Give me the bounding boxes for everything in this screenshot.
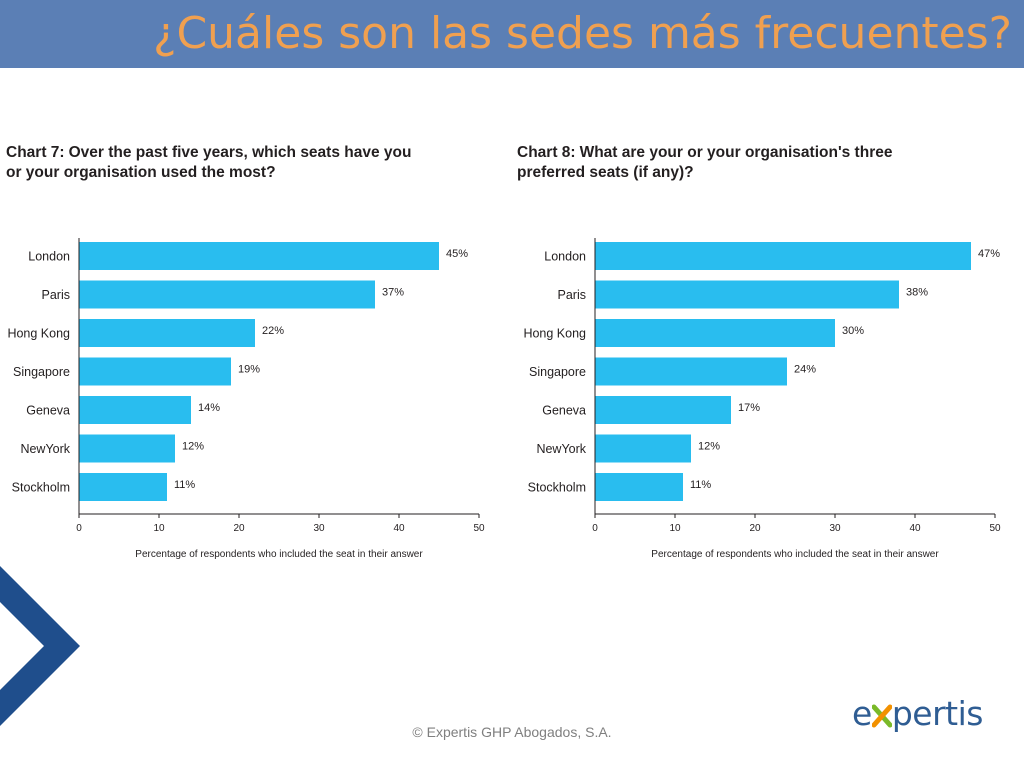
chart-8: London 47% Paris 38% Hong Kong 30% Singapore 24… [523,238,1001,560]
chart-7-bar [79,357,231,386]
chart-7-heading: Chart 7: Over the past five years, which … [6,143,426,183]
chart-8-bar [595,357,787,386]
chart-8-title: What are your or your organisation's thr… [517,144,893,181]
chart-8-tick-label: 30 [829,523,841,534]
chart-8-tick-label: 20 [749,523,761,534]
logo-text-prefix: e [852,694,872,733]
chart-7-tick-label: 40 [393,523,405,534]
chart-7-title: Over the past five years, which seats ha… [6,144,412,181]
chart-7-bar [79,396,191,424]
chart-7-number: Chart 7: [6,144,65,161]
chart-8-value-label: 38% [906,287,928,299]
chart-7-category-label: NewYork [20,442,70,456]
chart-8-tick-label: 40 [909,523,921,534]
chart-8-bar [595,242,971,270]
chart-7: London 45% Paris 37% Hong Kong 22% Singapore 19… [7,238,485,560]
chart-7-bar [79,434,175,463]
chart-8-value-label: 30% [842,325,864,337]
chart-7-value-label: 11% [174,479,195,491]
title-bar: ¿Cuáles son las sedes más frecuentes? [0,0,1024,68]
chart-8-category-label: Stockholm [528,481,586,495]
chart-8-category-label: Paris [558,288,586,302]
chart-7-x-axis-title: Percentage of respondents who included t… [135,549,423,560]
chart-8-category-label: Geneva [542,404,586,418]
chevron-right-icon [0,566,80,726]
chart-7-category-label: Stockholm [12,481,70,495]
chart-8-x-axis-title: Percentage of respondents who included t… [651,549,939,560]
chart-8-bar [595,473,683,501]
chart-8-value-label: 17% [738,402,760,414]
chart-8-value-label: 47% [978,248,1000,260]
chart-8-category-label: London [544,250,586,264]
chart-7-value-label: 12% [182,441,204,453]
chart-7-value-label: 19% [238,364,260,376]
chart-7-tick-label: 10 [153,523,165,534]
chart-7-bar [79,473,167,501]
chart-7-category-label: Paris [42,288,70,302]
expertis-logo: e pertis [852,694,983,734]
chart-7-value-label: 22% [262,325,284,337]
chart-8-value-label: 24% [794,364,816,376]
chart-7-bar [79,319,255,347]
chart-7-bar [79,280,375,309]
chart-8-bar [595,319,835,347]
chart-8-value-label: 11% [690,479,711,491]
chart-7-category-label: Hong Kong [7,327,70,341]
chart-8-bar [595,434,691,463]
chart-7-bar [79,242,439,270]
chart-8-bar [595,280,899,309]
chart-7-category-label: Geneva [26,404,70,418]
footer-copyright: © Expertis GHP Abogados, S.A. [412,724,612,740]
chart-8-category-label: NewYork [536,442,586,456]
chart-7-value-label: 45% [446,248,468,260]
chart-7-value-label: 14% [198,402,220,414]
chart-8-tick-label: 50 [989,523,1001,534]
chart-8-heading: Chart 8: What are your or your organisati… [517,143,937,183]
chart-8-tick-label: 10 [669,523,681,534]
x-cross-icon [871,698,893,728]
chart-7-value-label: 37% [382,287,404,299]
chart-8-tick-label: 0 [592,523,598,534]
page-title: ¿Cuáles son las sedes más frecuentes? [153,8,1012,59]
chart-7-tick-label: 50 [473,523,485,534]
chart-8-category-label: Singapore [529,365,586,379]
chart-8-bar [595,396,731,424]
chart-7-category-label: Singapore [13,365,70,379]
chart-8-number: Chart 8: [517,144,576,161]
chart-8-category-label: Hong Kong [523,327,586,341]
logo-text-suffix: pertis [891,694,984,733]
chart-7-tick-label: 30 [313,523,325,534]
chart-7-category-label: London [28,250,70,264]
chart-8-value-label: 12% [698,441,720,453]
chart-7-tick-label: 0 [76,523,82,534]
chart-7-tick-label: 20 [233,523,245,534]
